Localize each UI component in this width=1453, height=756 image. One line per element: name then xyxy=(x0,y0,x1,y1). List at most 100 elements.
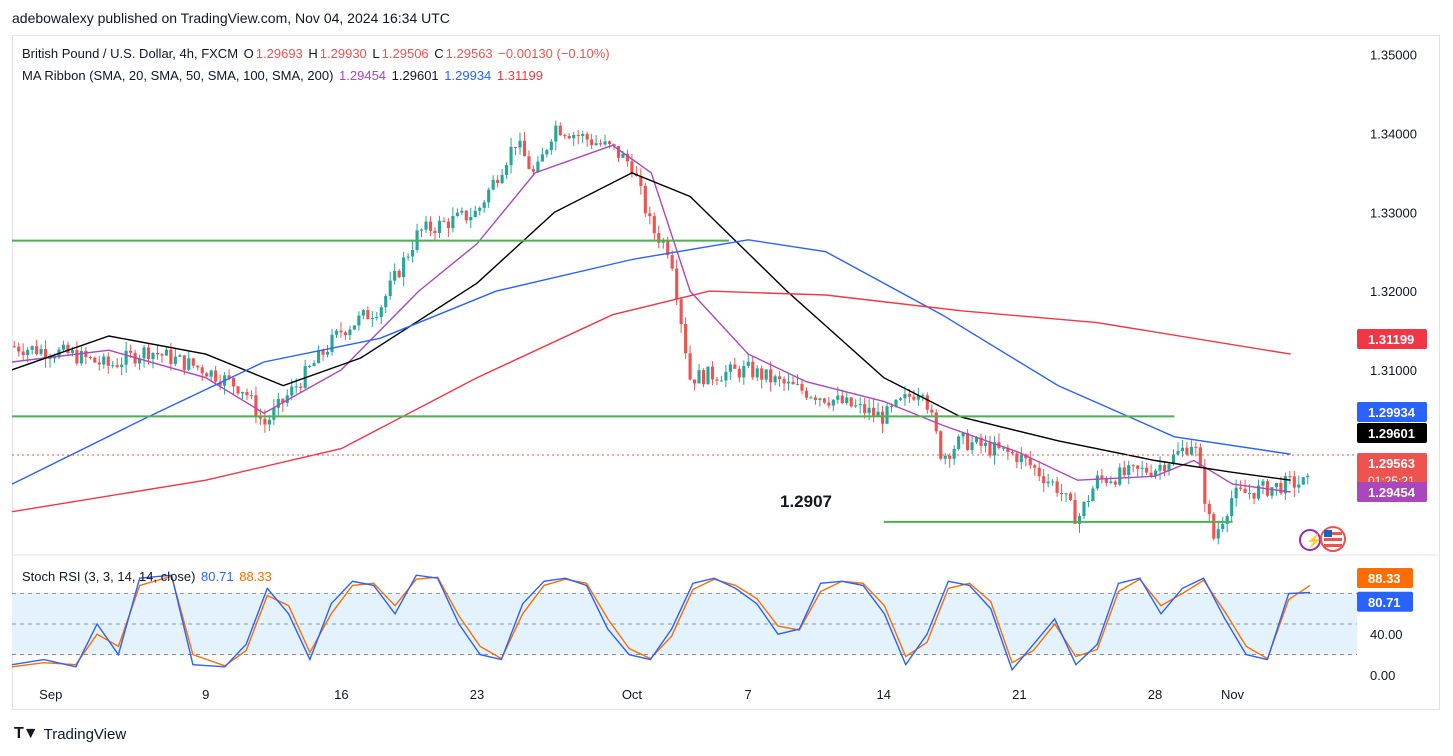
svg-text:⚡: ⚡ xyxy=(1306,533,1322,549)
candle-body xyxy=(334,330,339,335)
candle-body xyxy=(518,140,522,148)
candle-body xyxy=(1261,481,1265,486)
candle-body xyxy=(648,213,652,217)
flash-icon[interactable]: ⚡ xyxy=(1299,529,1322,551)
candle-body xyxy=(249,395,254,397)
ohlc-low-label: L xyxy=(372,46,380,61)
candle-body xyxy=(505,165,509,175)
stoch-legend[interactable]: Stoch RSI (3, 3, 14, 14, close) 80.71 88… xyxy=(22,569,274,584)
candle-body xyxy=(1149,472,1153,477)
candle-body xyxy=(160,354,164,356)
time-axis-tick: 21 xyxy=(1012,687,1026,702)
candle-body xyxy=(343,332,348,336)
candle-body xyxy=(639,175,643,186)
candle-body xyxy=(576,134,580,136)
candle-body xyxy=(1131,465,1135,467)
candle-body xyxy=(1252,492,1256,499)
candle-body xyxy=(191,358,195,366)
candle-body xyxy=(187,358,191,370)
candle-body xyxy=(1095,475,1099,489)
candle-body xyxy=(791,381,795,385)
candle-body xyxy=(151,352,155,360)
candle-body xyxy=(70,350,74,353)
us-flag-icon[interactable] xyxy=(1320,526,1346,552)
ohlc-open-label: O xyxy=(243,46,254,61)
stoch-badge-value: 80.71 xyxy=(1368,595,1401,610)
candle-body xyxy=(178,355,182,357)
candle-body xyxy=(1051,481,1055,483)
time-axis-tick: Oct xyxy=(622,687,643,702)
candle-body xyxy=(903,393,907,399)
candle-body xyxy=(974,437,979,443)
candle-body xyxy=(1189,446,1193,455)
candle-body xyxy=(751,361,755,378)
price-badge-value: 1.29563 xyxy=(1368,456,1415,471)
ma-ribbon-title: MA Ribbon (SMA, 20, SMA, 50, SMA, 100, S… xyxy=(22,68,334,83)
candle-body xyxy=(594,143,598,145)
candle-body xyxy=(961,433,965,437)
candle-body xyxy=(1145,467,1149,473)
candle-body xyxy=(236,386,240,394)
footer-brand[interactable]: T▼ TradingView xyxy=(14,725,126,743)
candle-body xyxy=(1301,477,1305,485)
time-axis[interactable]: Sep 9 16 23 Oct 7 14 21 28 Nov xyxy=(39,687,1244,702)
candle-body xyxy=(778,376,782,380)
candle-body xyxy=(549,141,553,151)
sma-line-sma20 xyxy=(11,144,1291,493)
candle-body xyxy=(66,344,70,353)
price-axis-tick: 1.31000 xyxy=(1370,363,1417,378)
candle-body xyxy=(813,397,817,401)
candle-body xyxy=(1140,467,1144,469)
candle-body xyxy=(948,455,952,459)
candle-body xyxy=(35,346,39,355)
candle-body xyxy=(1239,487,1243,489)
support-resistance-lines xyxy=(12,239,1233,523)
candle-body xyxy=(625,153,629,162)
candle-body xyxy=(563,135,567,137)
candle-body xyxy=(621,153,625,158)
candle-body xyxy=(733,364,737,369)
candle-body xyxy=(308,366,312,368)
stoch-rsi-pane[interactable]: 40.00 0.00 88.33 80.71 xyxy=(11,568,1413,683)
candle-body xyxy=(388,280,392,297)
candle-body xyxy=(478,207,482,211)
candle-body xyxy=(710,366,715,380)
candle-body xyxy=(482,202,486,208)
candle-body xyxy=(169,349,173,365)
candle-body xyxy=(1297,484,1301,488)
time-axis-tick: 9 xyxy=(202,687,209,702)
candle-body xyxy=(1225,516,1229,525)
ohlc-open: 1.29693 xyxy=(255,46,303,61)
candle-body xyxy=(1028,458,1032,466)
candle-body xyxy=(513,146,518,148)
candle-body xyxy=(1171,454,1176,465)
candle-body xyxy=(102,356,106,365)
candle-body xyxy=(200,367,204,374)
ma-ribbon-legend[interactable]: MA Ribbon (SMA, 20, SMA, 50, SMA, 100, S… xyxy=(22,68,545,83)
candle-body xyxy=(93,357,97,363)
stoch-badge xyxy=(1357,568,1413,589)
stoch-line-k xyxy=(11,574,1311,672)
candle-body xyxy=(836,395,840,400)
price-badge-value: 1.31199 xyxy=(1368,332,1414,347)
candle-body xyxy=(272,407,276,420)
candle-body xyxy=(795,383,800,385)
candle-body xyxy=(1113,481,1117,485)
price-axis[interactable]: 1.35000 1.34000 1.33000 1.32000 1.31000 xyxy=(1370,48,1417,378)
candle-body xyxy=(1037,467,1041,477)
candle-body xyxy=(804,390,809,398)
candle-body xyxy=(979,437,983,446)
candle-body xyxy=(1230,498,1234,517)
candle-body xyxy=(357,315,361,326)
candle-body xyxy=(867,407,871,414)
candle-body xyxy=(240,391,245,394)
candle-body xyxy=(1118,467,1122,485)
candle-body xyxy=(1212,514,1216,539)
time-axis-tick: 14 xyxy=(877,687,891,702)
candle-body xyxy=(988,442,992,456)
time-axis-tick: Nov xyxy=(1221,687,1245,702)
candle-body xyxy=(643,185,647,214)
candle-body xyxy=(540,154,544,162)
